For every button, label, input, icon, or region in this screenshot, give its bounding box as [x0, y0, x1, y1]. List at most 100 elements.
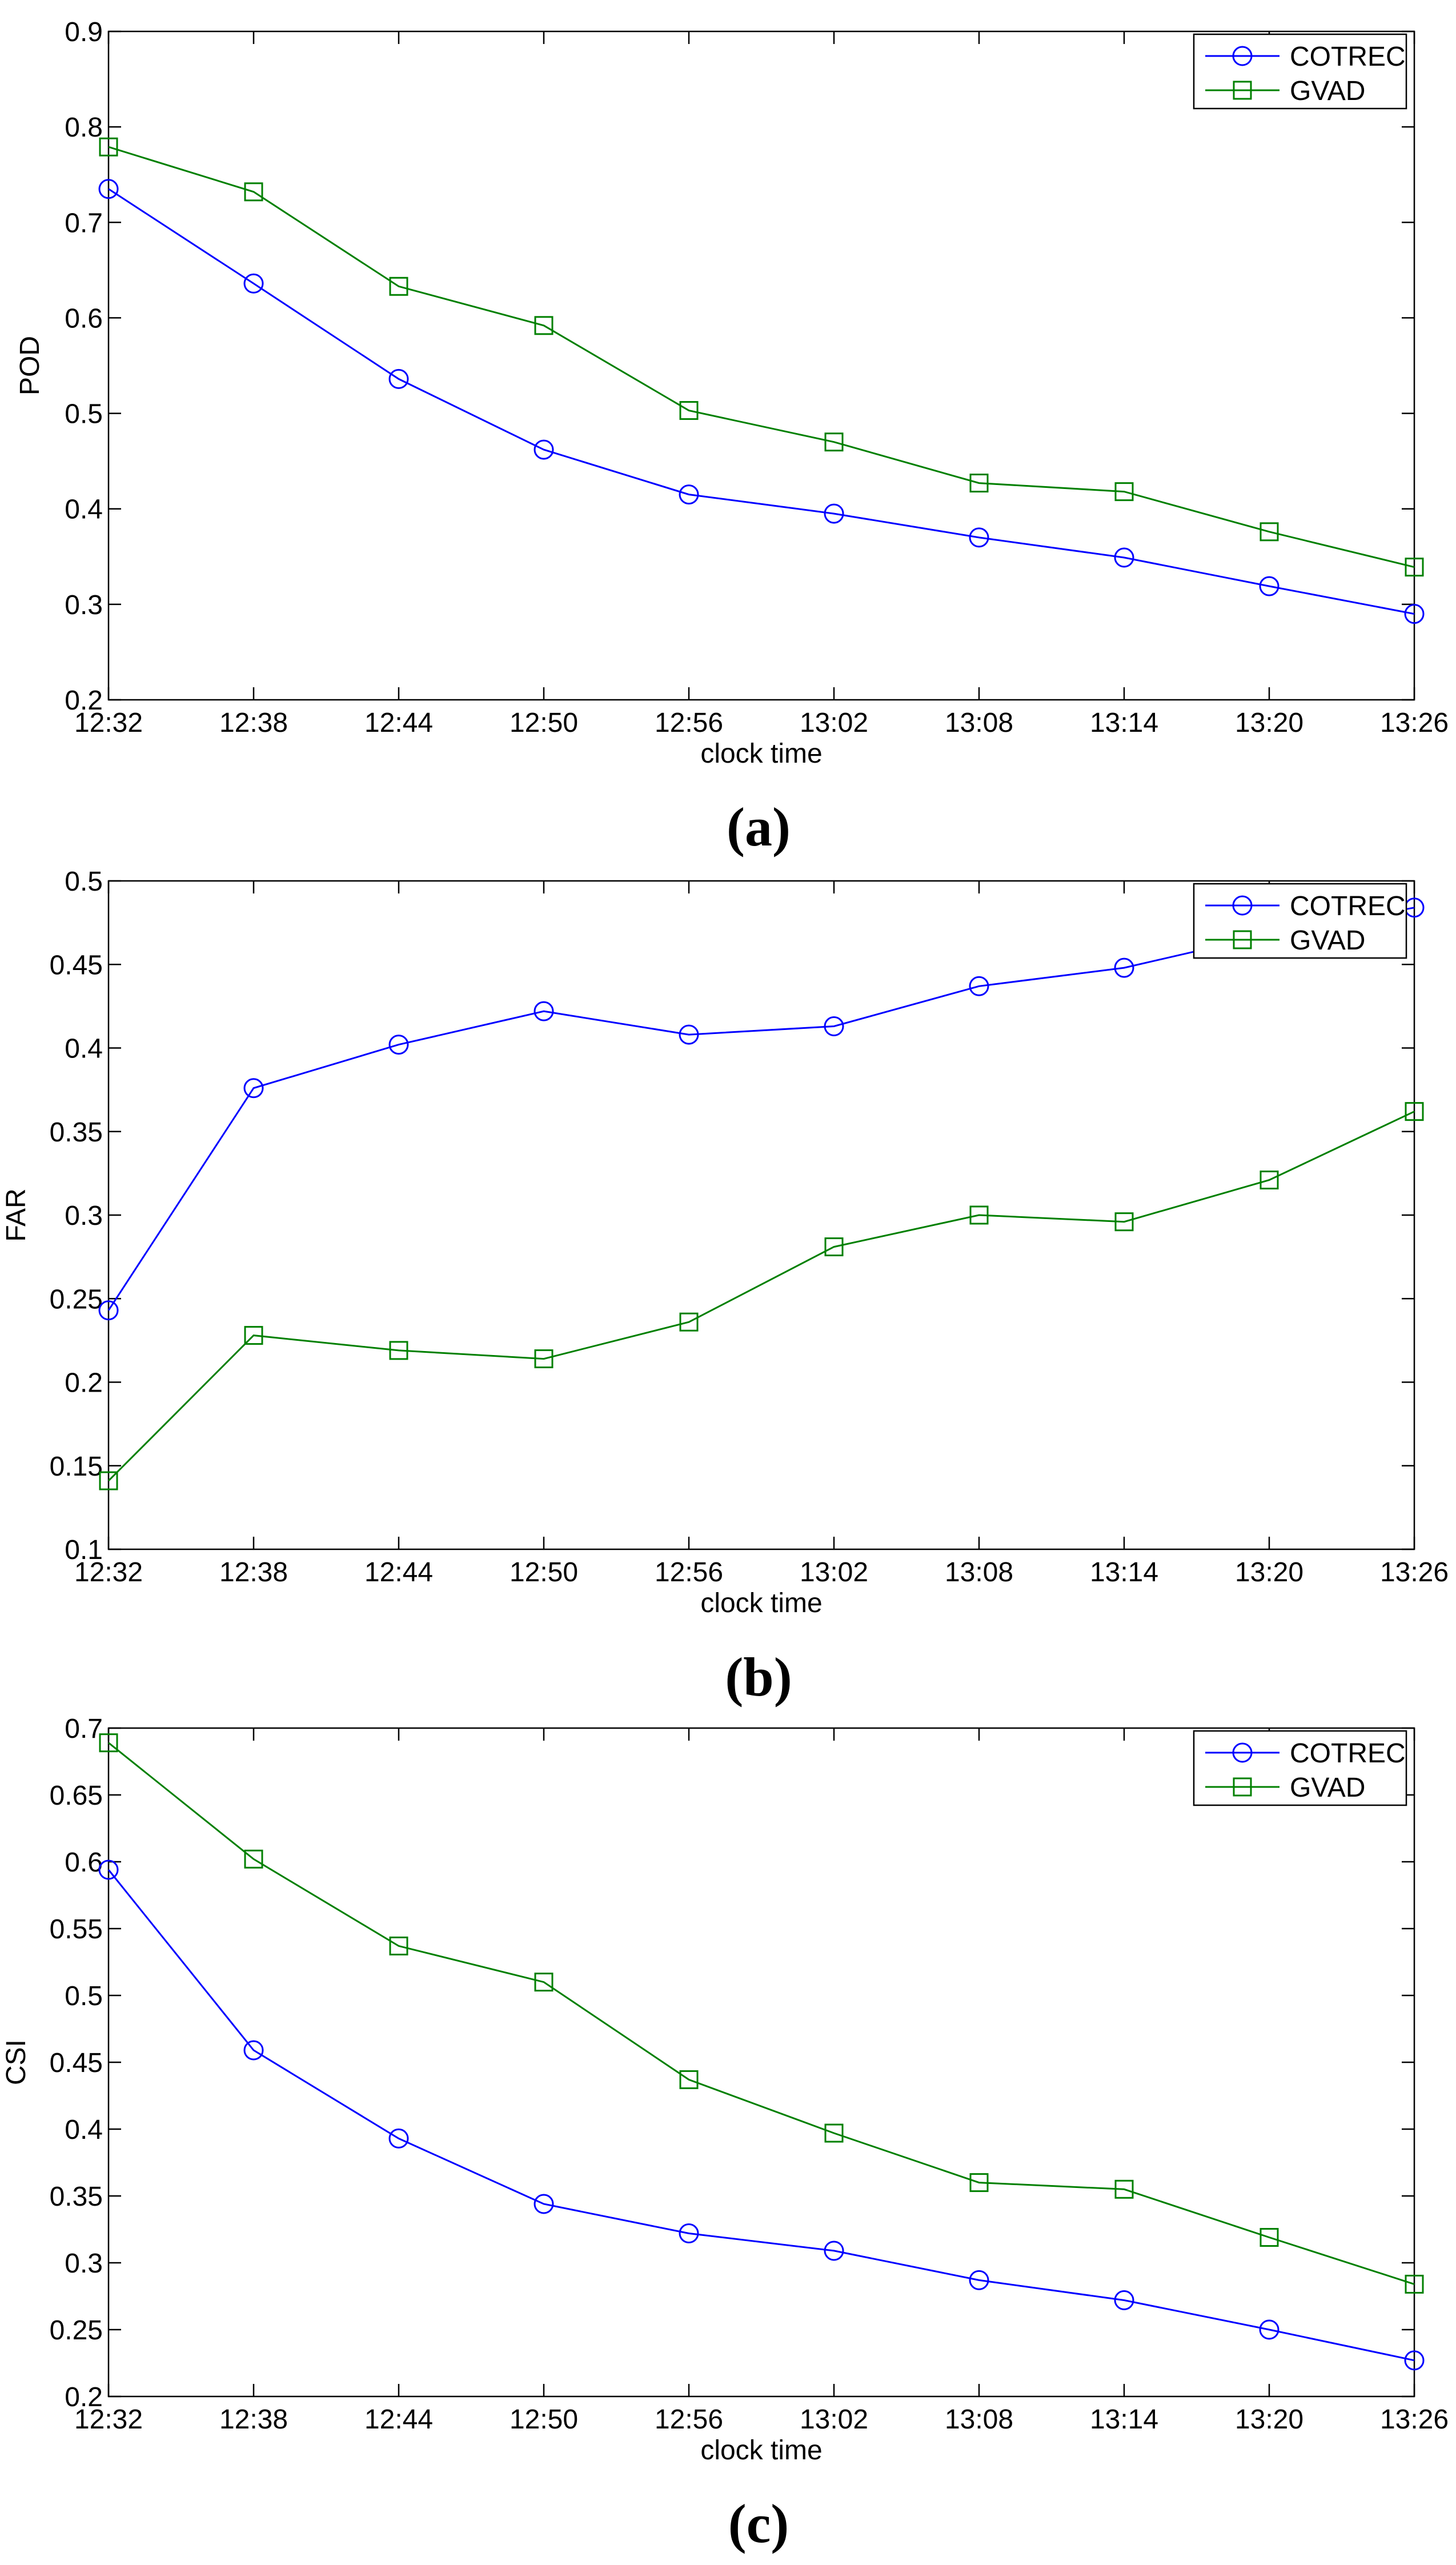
x-axis-label: clock time: [700, 739, 822, 769]
y-axis-label: POD: [15, 336, 45, 395]
data-point-gvad: [389, 1341, 408, 1360]
x-tick-label: 13:20: [1235, 1557, 1303, 1588]
x-tick-label: 12:50: [510, 1557, 578, 1588]
data-point-gvad: [99, 1733, 118, 1753]
panel-caption: (a): [727, 796, 791, 857]
y-tick-label: 0.5: [65, 399, 103, 430]
plot-frame: [107, 30, 1415, 701]
legend-box: [1193, 33, 1407, 110]
legend-marker-gvad: [1233, 81, 1252, 100]
x-tick-label: 13:20: [1235, 2404, 1303, 2435]
data-point-gvad: [244, 1326, 263, 1345]
x-tick-label: 13:26: [1380, 708, 1449, 738]
data-point-gvad: [969, 1205, 989, 1225]
series-line-gvad: [108, 146, 1415, 568]
data-point-cotrec: [243, 273, 264, 294]
data-point-gvad: [534, 316, 553, 335]
data-point-gvad: [244, 1849, 263, 1869]
data-point-cotrec: [1404, 2350, 1425, 2371]
data-point-gvad: [389, 1936, 408, 1955]
data-point-gvad: [969, 2173, 989, 2193]
chart-panel-2: 0.1 0.15 0.2 0.25 0.3 0.35 0.4 0.45 0.5 12:32 12:3…: [1, 867, 1449, 1708]
x-tick-label: 12:32: [74, 1557, 143, 1588]
data-point-gvad: [969, 474, 989, 493]
data-point-gvad: [1405, 558, 1424, 577]
panel-caption: (b): [725, 1646, 792, 1708]
x-tick-label: 12:56: [655, 708, 723, 738]
data-point-cotrec: [969, 976, 989, 996]
legend-label-gvad: GVAD: [1290, 76, 1365, 106]
data-point-cotrec: [534, 1001, 554, 1021]
legend-box: [1193, 1730, 1407, 1806]
series-line-cotrec: [107, 1869, 1415, 2362]
panel-caption: (c): [728, 2493, 789, 2554]
x-tick-label: 12:44: [364, 708, 433, 738]
legend-marker-gvad: [1233, 1777, 1252, 1797]
data-point-gvad: [679, 1312, 699, 1332]
data-point-cotrec: [388, 368, 409, 389]
x-axis-label: clock time: [700, 1588, 822, 1618]
series-cotrec: [98, 1859, 1425, 2371]
data-point-gvad: [824, 1237, 844, 1257]
legend-marker-gvad: [1233, 930, 1252, 949]
series-cotrec: [98, 179, 1425, 624]
data-point-cotrec: [969, 2270, 989, 2290]
legend: COTREC GVAD: [1193, 1730, 1407, 1806]
y-tick-label: 0.4: [65, 2115, 103, 2145]
plot-frame: [107, 880, 1415, 1550]
y-tick-label: 0.55: [50, 1914, 103, 1945]
x-tick-label: 13:02: [800, 2404, 868, 2435]
legend-label-gvad: GVAD: [1290, 1773, 1365, 1803]
series-gvad: [99, 1733, 1424, 2294]
y-tick-label: 0.8: [65, 113, 103, 143]
x-tick-label: 13:08: [945, 2404, 1013, 2435]
data-point-cotrec: [969, 527, 989, 548]
y-tick-label: 0.3: [65, 2249, 103, 2279]
x-tick-label: 12:44: [364, 1557, 433, 1588]
x-tick-label: 13:20: [1235, 708, 1303, 738]
legend: COTREC GVAD: [1193, 883, 1407, 959]
x-tick-label: 13:14: [1090, 2404, 1158, 2435]
data-point-gvad: [1114, 2179, 1134, 2199]
data-point-cotrec: [534, 2194, 554, 2214]
data-point-cotrec: [824, 1016, 844, 1036]
legend-label-gvad: GVAD: [1290, 925, 1365, 956]
data-point-gvad: [1114, 1212, 1134, 1232]
legend-marker-cotrec: [1232, 46, 1253, 66]
data-point-gvad: [1260, 522, 1279, 542]
x-tick-label: 13:26: [1380, 1557, 1449, 1588]
x-axis-label: clock time: [700, 2435, 822, 2466]
data-point-gvad: [824, 432, 844, 452]
y-tick-label: 0.15: [50, 1452, 103, 1482]
y-tick-label: 0.25: [50, 2315, 103, 2346]
legend-box: [1193, 883, 1407, 959]
y-tick-label: 0.5: [65, 867, 103, 897]
y-tick-label: 0.65: [50, 1781, 103, 1811]
data-point-cotrec: [1404, 604, 1425, 624]
series-gvad: [99, 137, 1424, 577]
x-tick-label: 12:38: [219, 2404, 288, 2435]
data-point-gvad: [244, 182, 263, 202]
data-point-cotrec: [824, 503, 844, 524]
data-point-gvad: [1405, 2274, 1424, 2294]
plot-frame: [107, 1727, 1415, 2398]
data-point-gvad: [534, 1349, 553, 1369]
series-gvad: [99, 1102, 1424, 1490]
data-point-gvad: [679, 401, 699, 420]
series-line-gvad: [108, 1742, 1415, 2285]
y-tick-label: 0.3: [65, 1201, 103, 1231]
y-tick-label: 0.7: [65, 1714, 103, 1744]
legend-label-cotrec: COTREC: [1290, 891, 1406, 921]
legend: COTREC GVAD: [1193, 33, 1407, 110]
x-tick-label: 12:38: [219, 708, 288, 738]
x-tick-label: 12:38: [219, 1557, 288, 1588]
y-tick-label: 0.6: [65, 1847, 103, 1878]
data-point-cotrec: [98, 179, 119, 199]
data-point-gvad: [99, 1471, 118, 1490]
y-tick-label: 0.7: [65, 208, 103, 238]
y-tick-label: 0.2: [65, 686, 103, 716]
y-tick-label: 0.45: [50, 2048, 103, 2078]
x-tick-label: 13:26: [1380, 2404, 1449, 2435]
y-tick-label: 0.1: [65, 1535, 103, 1565]
